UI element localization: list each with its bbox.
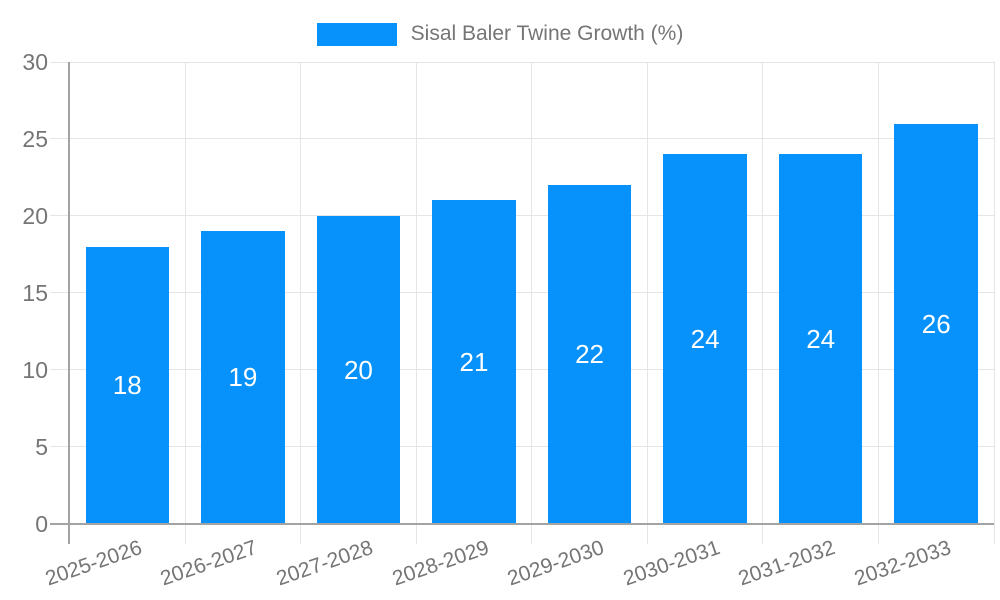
x-gridline (184, 62, 186, 544)
x-tick-label: 2027-2028 (273, 536, 376, 591)
y-axis-line (68, 62, 70, 544)
bar (894, 123, 978, 524)
x-tick-label: 2030-2031 (620, 536, 723, 591)
y-tick-label: 10 (22, 356, 48, 383)
x-gridline (646, 62, 648, 544)
x-gridline (762, 62, 764, 544)
x-tick-label: 2029-2030 (504, 536, 608, 591)
x-tick-label: 2028-2029 (389, 536, 492, 591)
x-gridline (531, 62, 533, 544)
x-tick-label: 2032-2033 (851, 536, 954, 591)
y-gridline (49, 138, 994, 140)
x-gridline (993, 62, 995, 544)
y-tick-label: 30 (22, 49, 48, 75)
y-tick-label: 5 (35, 433, 48, 460)
x-gridline (877, 62, 879, 544)
bar (778, 154, 863, 524)
y-tick-label: 20 (22, 202, 48, 229)
bar (663, 154, 747, 524)
bar (432, 200, 516, 524)
chart-legend[interactable]: Sisal Baler Twine Growth (%) (0, 18, 1000, 50)
bar (316, 215, 401, 524)
x-tick-label: 2026-2027 (157, 536, 261, 591)
x-tick-label: 2031-2032 (735, 536, 839, 591)
bar (85, 246, 170, 524)
x-gridline (300, 62, 302, 544)
y-tick-label: 25 (22, 125, 48, 152)
y-tick-label: 0 (35, 510, 48, 537)
y-gridline (49, 61, 994, 63)
legend-swatch (316, 22, 397, 46)
x-gridline (415, 62, 417, 544)
bar (201, 231, 285, 524)
y-tick-label: 15 (22, 279, 48, 306)
legend-label: Sisal Baler Twine Growth (%) (410, 22, 684, 45)
bar (547, 185, 632, 524)
x-tick-label: 2025-2026 (42, 536, 145, 591)
